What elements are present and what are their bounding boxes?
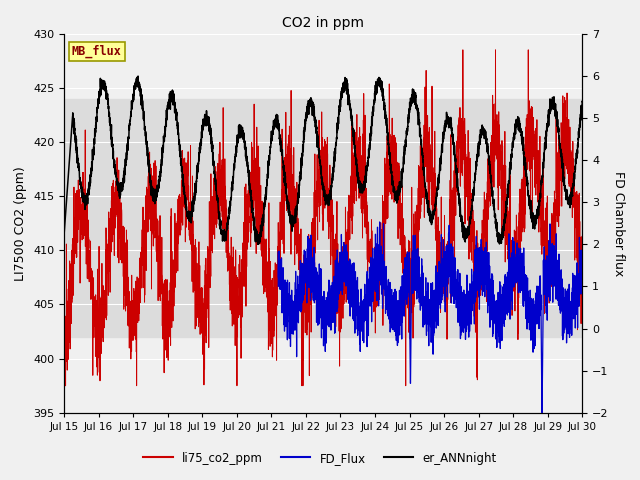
Y-axis label: FD Chamber flux: FD Chamber flux: [612, 170, 625, 276]
Legend: li75_co2_ppm, FD_Flux, er_ANNnight: li75_co2_ppm, FD_Flux, er_ANNnight: [138, 447, 502, 469]
Text: MB_flux: MB_flux: [72, 45, 122, 58]
Y-axis label: LI7500 CO2 (ppm): LI7500 CO2 (ppm): [15, 166, 28, 281]
Title: CO2 in ppm: CO2 in ppm: [282, 16, 364, 30]
Bar: [64, 98, 582, 337]
